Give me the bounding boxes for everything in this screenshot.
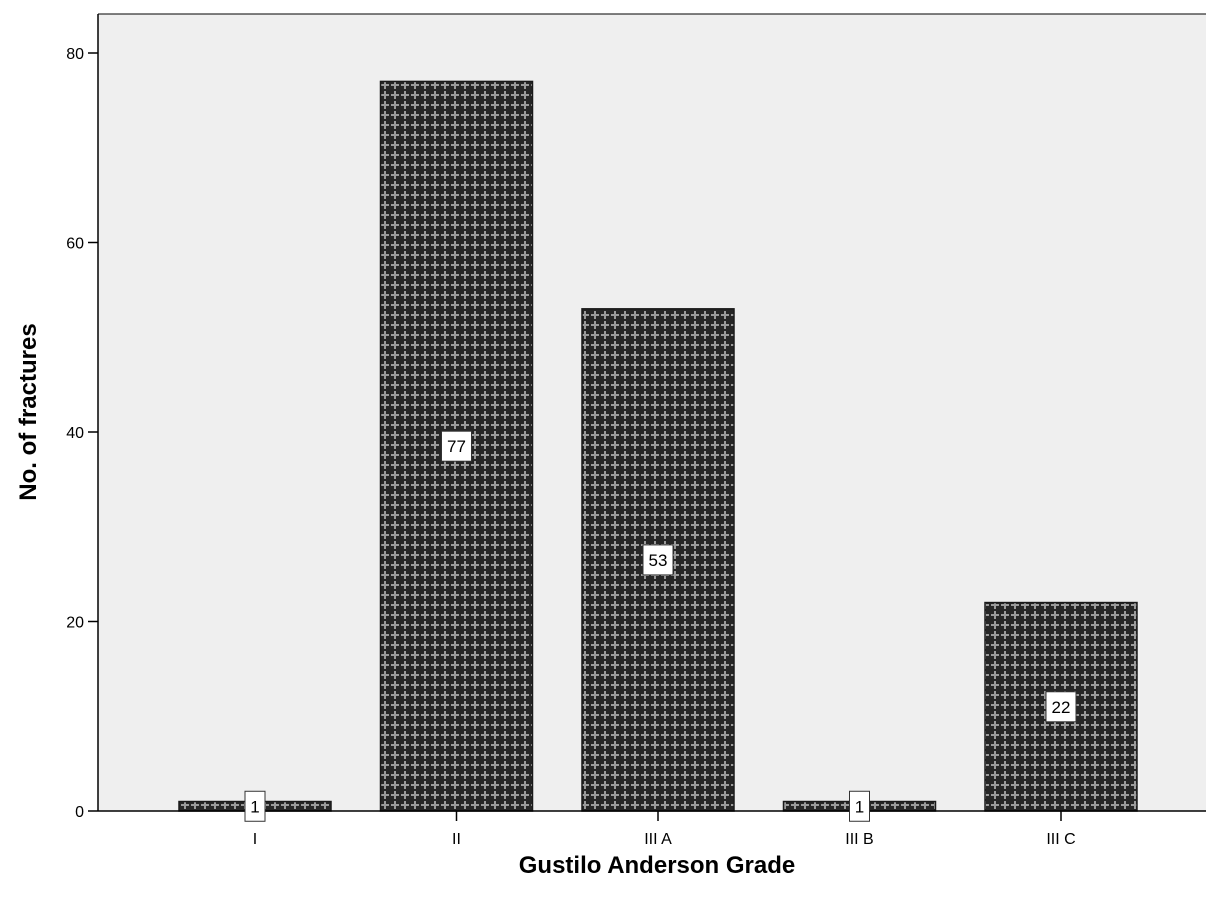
x-tick-label: III C xyxy=(1046,831,1075,848)
data-label-box xyxy=(642,544,674,576)
bar-iii-a xyxy=(581,308,735,812)
y-tick-label: 60 xyxy=(66,236,84,253)
y-tick-label: 40 xyxy=(66,425,84,442)
data-label: 1 xyxy=(855,797,864,816)
y-axis-title: No. of fractures xyxy=(15,323,42,500)
x-axis-title: Gustilo Anderson Grade xyxy=(519,852,795,879)
data-label-box xyxy=(441,430,472,462)
y-tick-label: 0 xyxy=(75,804,84,821)
data-label: 77 xyxy=(447,437,466,456)
data-label-box xyxy=(244,790,266,822)
data-label: 1 xyxy=(250,797,259,816)
x-tick-label: I xyxy=(253,831,257,848)
data-label-box xyxy=(1045,691,1077,723)
x-tick-label: II xyxy=(452,831,461,848)
y-tick-label: 80 xyxy=(66,46,84,63)
data-label: 22 xyxy=(1052,698,1071,717)
x-tick-label: III A xyxy=(644,831,672,848)
data-label-box xyxy=(849,790,870,822)
y-tick-label: 20 xyxy=(66,615,84,632)
data-label: 53 xyxy=(649,551,668,570)
x-tick-label: III B xyxy=(845,831,873,848)
